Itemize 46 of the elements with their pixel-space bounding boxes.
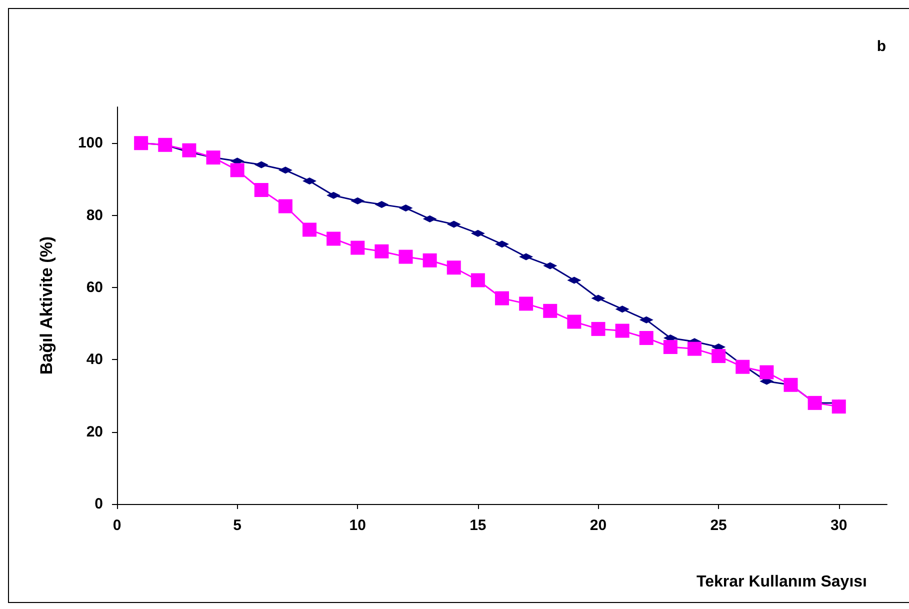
- point: [663, 340, 678, 354]
- y-tick-label: 0: [94, 496, 103, 512]
- point: [543, 304, 558, 318]
- point: [712, 349, 726, 364]
- point: [446, 260, 461, 275]
- point: [591, 322, 606, 336]
- point: [688, 342, 702, 356]
- point: [326, 232, 341, 246]
- point: [784, 378, 798, 392]
- x-tick-label: 0: [112, 517, 122, 534]
- point: [254, 183, 268, 198]
- point: [808, 396, 822, 410]
- point: [182, 143, 196, 158]
- point: [470, 273, 485, 288]
- y-tick-label: 60: [86, 278, 103, 296]
- y-axis-title: Bağıl Aktivite (%): [37, 236, 56, 375]
- point: [278, 199, 292, 214]
- point: [519, 296, 534, 311]
- x-axis-title: Tekrar Kullanım Sayısı: [696, 574, 867, 590]
- x-tick-label: 20: [590, 517, 607, 534]
- point: [639, 330, 654, 345]
- point: [158, 138, 172, 152]
- point: [206, 150, 220, 165]
- x-tick-label: 25: [710, 517, 727, 534]
- point: [567, 314, 582, 329]
- text: b: [876, 38, 886, 55]
- point: [302, 222, 316, 237]
- point: [350, 240, 365, 255]
- y-tick-label: 80: [86, 206, 103, 224]
- x-tick-label: 5: [233, 517, 242, 534]
- y-tick-label: 20: [86, 423, 103, 440]
- point: [134, 136, 148, 150]
- y-tick-label: 40: [86, 351, 103, 368]
- point: [374, 244, 389, 258]
- point: [422, 253, 437, 268]
- x-tick-label: 10: [349, 517, 366, 534]
- point: [760, 365, 774, 380]
- point: [495, 291, 509, 306]
- point: [736, 360, 750, 374]
- y-tick-label: 100: [78, 134, 103, 152]
- point: [230, 163, 244, 178]
- point: [615, 324, 630, 338]
- x-tick-label: 15: [470, 517, 486, 534]
- x-tick-label: 30: [830, 517, 848, 534]
- point: [832, 400, 846, 414]
- point: [398, 250, 413, 264]
